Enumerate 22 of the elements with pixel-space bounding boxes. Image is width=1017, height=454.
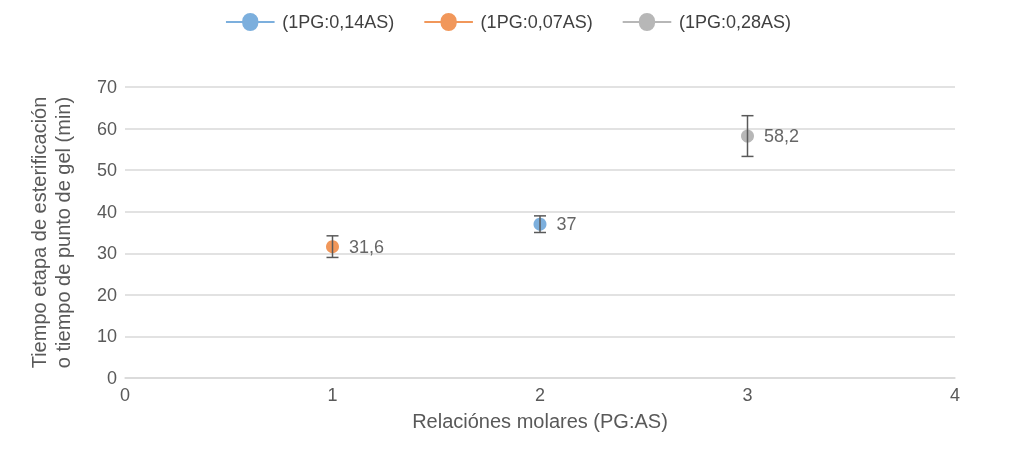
y-axis-title: Tiempo etapa de esterificación o tiempo de punto de gel (min) (28, 96, 74, 369)
y-tick-label: 30 (96, 243, 117, 264)
y-tick-label: 50 (96, 160, 117, 181)
legend-label: (1PG:0,07AS) (480, 12, 593, 32)
point (326, 240, 339, 254)
y-tick-label: 0 (106, 368, 117, 388)
y-tick-label: 20 (96, 284, 117, 305)
y-tick-label: 40 (96, 201, 117, 222)
y-tick-label: 70 (96, 77, 117, 97)
x-tick-label: 1 (327, 385, 338, 405)
x-tick-label: 0 (119, 385, 131, 405)
x-tick-label: 2 (534, 385, 546, 405)
data-label: 31,6 (349, 236, 385, 257)
x-axis-title: Relaciónes molares (PG:AS) (412, 409, 668, 432)
data-label: 58,2 (764, 126, 800, 147)
legend-label: (1PG:0,14AS) (282, 12, 395, 32)
y-tick-label: 60 (96, 118, 117, 139)
x-tick-label: 4 (949, 385, 961, 405)
legend-label: (1PG:0,28AS) (678, 12, 792, 32)
x-tick-label: 3 (742, 385, 753, 405)
data-label: 37 (556, 214, 577, 235)
y-tick-label: 10 (96, 326, 117, 347)
